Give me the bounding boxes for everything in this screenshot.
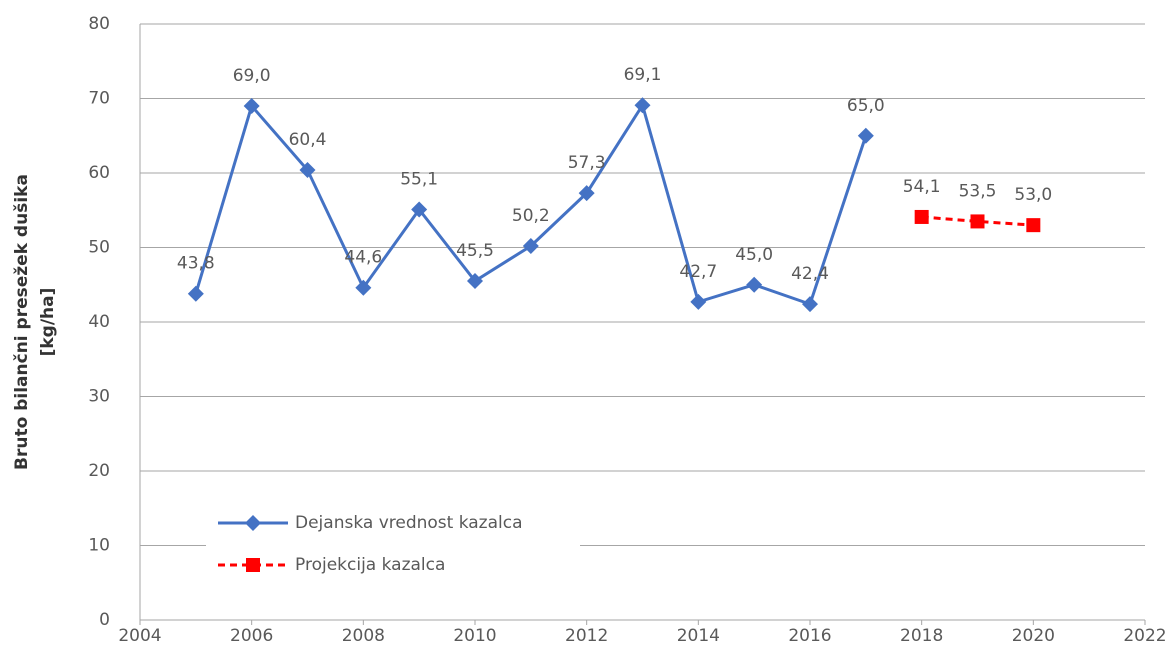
data-label: 57,3 [568, 153, 606, 173]
y-tick-label: 60 [88, 163, 110, 183]
y-tick-label: 40 [88, 312, 110, 332]
x-tick-label: 2016 [788, 626, 831, 646]
x-tick-label: 2008 [342, 626, 385, 646]
legend-text: Dejanska vrednost kazalca [295, 513, 523, 533]
y-tick-label: 30 [88, 387, 110, 407]
data-label: 65,0 [847, 96, 885, 116]
marker [970, 214, 985, 229]
marker [299, 162, 316, 179]
marker [243, 97, 260, 114]
y-axis-label: Bruto bilančni presežek dušika [12, 174, 32, 470]
x-tick-label: 2018 [900, 626, 943, 646]
data-label: 45,5 [456, 241, 494, 261]
marker [802, 296, 818, 313]
data-label: 54,1 [903, 177, 941, 197]
x-tick-label: 2010 [453, 626, 496, 646]
line [921, 215, 1034, 227]
x-tick-label: 2006 [230, 626, 273, 646]
legend-marker [245, 515, 261, 531]
data-label: 45,0 [735, 245, 773, 265]
marker [914, 209, 929, 224]
y-tick-label: 10 [88, 536, 110, 556]
x-tick-label: 2004 [118, 626, 161, 646]
x-tick-label: 2022 [1123, 626, 1166, 646]
data-label: 69,1 [624, 65, 662, 85]
data-label: 69,0 [233, 66, 271, 86]
marker [411, 201, 428, 218]
marker [634, 97, 651, 114]
marker [467, 273, 483, 290]
data-label: 42,7 [679, 262, 717, 282]
y-axis-label: [kg/ha] [38, 288, 58, 357]
legend-box [206, 505, 580, 585]
marker [187, 285, 204, 302]
x-tick-label: 2020 [1012, 626, 1055, 646]
y-tick-label: 70 [88, 89, 110, 109]
y-tick-label: 80 [88, 14, 110, 34]
x-tick-label: 2012 [565, 626, 608, 646]
data-label: 50,2 [512, 206, 550, 226]
data-label: 60,4 [289, 130, 327, 150]
data-label: 53,5 [959, 181, 997, 201]
marker [746, 276, 763, 293]
data-label: 55,1 [400, 170, 438, 190]
data-label: 43,8 [177, 254, 215, 274]
data-label: 44,6 [344, 248, 382, 268]
marker [522, 238, 539, 255]
y-tick-label: 50 [88, 238, 110, 258]
legend-text: Projekcija kazalca [295, 555, 445, 575]
marker [690, 293, 707, 310]
legend-marker [246, 558, 260, 572]
marker [355, 279, 372, 296]
marker [1026, 218, 1041, 233]
y-tick-label: 0 [99, 610, 110, 630]
marker [857, 127, 874, 144]
data-label: 53,0 [1014, 185, 1052, 205]
y-tick-label: 20 [88, 461, 110, 481]
x-tick-label: 2014 [677, 626, 720, 646]
marker [578, 185, 595, 202]
data-label: 42,4 [791, 264, 829, 284]
